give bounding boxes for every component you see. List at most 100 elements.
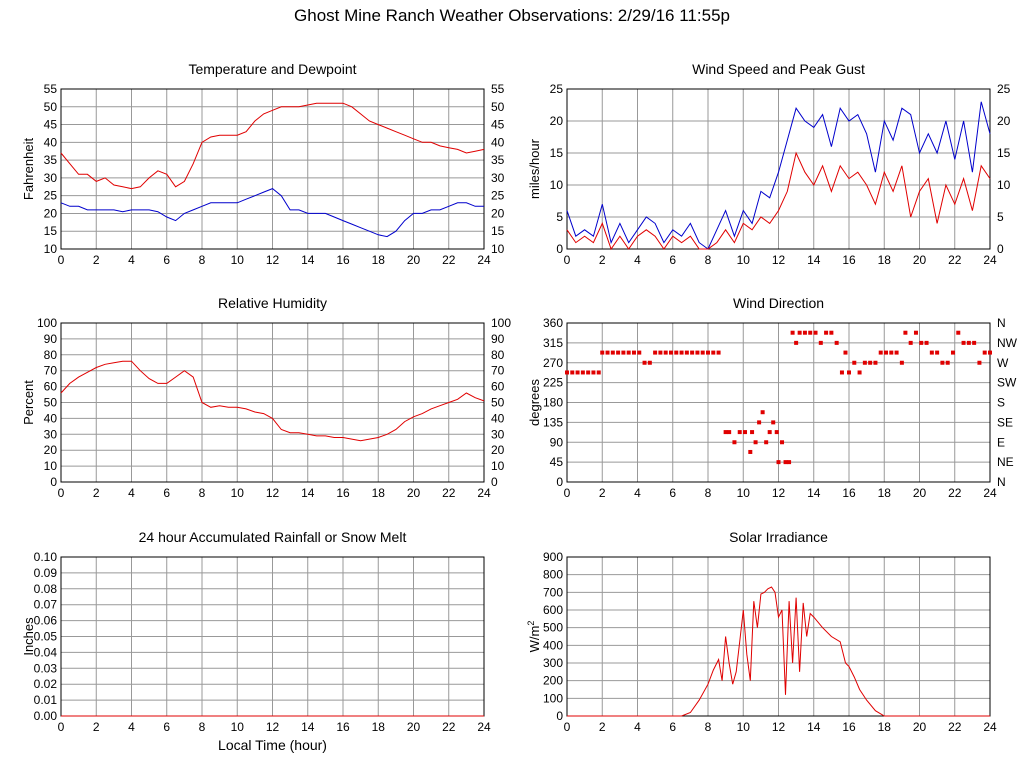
x-tick-label: 2: [93, 720, 100, 734]
x-tick-label: 22: [442, 253, 456, 267]
scatter-point: [621, 350, 626, 355]
scatter-point: [847, 370, 851, 375]
right-tick-label: SW: [997, 376, 1017, 390]
x-tick-label: 0: [58, 253, 65, 267]
scatter-point: [982, 350, 987, 355]
right-tick-label: 55: [491, 82, 505, 96]
x-tick-label: 24: [477, 720, 491, 734]
scatter-point: [737, 430, 742, 435]
scatter-point: [950, 350, 955, 355]
y-tick-label: 25: [550, 82, 564, 96]
y-tick-label: 0.05: [34, 630, 58, 644]
right-tick-label: 0: [997, 242, 1004, 256]
y-tick-label: 30: [44, 427, 58, 441]
y-tick-label: 500: [543, 621, 563, 635]
x-tick-label: 14: [301, 720, 315, 734]
x-tick-label: 14: [301, 253, 315, 267]
x-tick-label: 2: [93, 253, 100, 267]
y-tick-label: 0: [556, 475, 563, 489]
scatter-point: [760, 410, 765, 415]
scatter-point: [723, 430, 728, 435]
y-tick-label: 15: [550, 146, 564, 160]
x-tick-label: 22: [442, 486, 456, 500]
x-tick-label: 20: [407, 486, 421, 500]
plot-frame: [566, 322, 991, 483]
y-axis-label: degrees: [527, 379, 542, 426]
scatter-point: [679, 350, 684, 355]
y-tick-label: 30: [44, 171, 58, 185]
y-tick-label: 100: [543, 691, 563, 705]
chart-title: Wind Direction: [733, 295, 824, 311]
chart-title: 24 hour Accumulated Rainfall or Snow Mel…: [139, 529, 407, 545]
scatter-point: [834, 340, 839, 345]
x-tick-label: 22: [948, 486, 962, 500]
scatter-point: [919, 340, 924, 345]
x-tick-label: 0: [564, 720, 571, 734]
x-tick-label: 12: [772, 720, 786, 734]
x-tick-label: 20: [913, 253, 927, 267]
scatter-point: [961, 340, 966, 345]
y-axis-label: miles/hour: [527, 138, 542, 199]
scatter-point: [753, 440, 758, 445]
scatter-point: [829, 330, 834, 335]
scatter-point: [591, 370, 596, 375]
scatter-point: [764, 440, 769, 445]
scatter-point: [776, 460, 781, 465]
x-tick-label: 0: [564, 486, 571, 500]
right-tick-label: 20: [491, 443, 505, 457]
series-line-0: [60, 360, 485, 442]
x-tick-label: 22: [442, 720, 456, 734]
right-tick-label: NE: [997, 455, 1014, 469]
scatter-point: [935, 350, 940, 355]
scatter-point: [913, 330, 918, 335]
y-tick-label: 60: [44, 380, 58, 394]
scatter-point: [653, 350, 658, 355]
x-tick-label: 8: [199, 486, 206, 500]
scatter-point: [600, 350, 605, 355]
x-tick-label: 4: [634, 720, 641, 734]
right-tick-label: 40: [491, 411, 505, 425]
plot-frame: [60, 322, 485, 483]
scatter-point: [924, 340, 929, 345]
y-tick-label: 40: [44, 135, 58, 149]
y-tick-label: 5: [556, 210, 563, 224]
page-title: Ghost Mine Ranch Weather Observations: 2…: [294, 6, 730, 25]
y-tick-label: 10: [44, 459, 58, 473]
y-tick-label: 0: [50, 475, 57, 489]
y-tick-label: 0.09: [34, 566, 58, 580]
x-tick-label: 6: [163, 253, 170, 267]
x-tick-label: 24: [477, 253, 491, 267]
y-tick-label: 0.08: [34, 582, 58, 596]
scatter-point: [908, 340, 913, 345]
y-tick-label: 360: [543, 316, 563, 330]
right-tick-label: 100: [491, 316, 511, 330]
x-tick-label: 14: [807, 486, 821, 500]
x-tick-label: 8: [199, 253, 206, 267]
right-tick-label: 15: [997, 146, 1011, 160]
y-tick-label: 50: [44, 396, 58, 410]
scatter-point: [873, 360, 878, 365]
chart-title: Temperature and Dewpoint: [188, 61, 356, 77]
scatter-point: [972, 340, 977, 345]
scatter-point: [767, 430, 772, 435]
y-tick-label: 40: [44, 411, 58, 425]
scatter-point: [802, 330, 807, 335]
scatter-point: [668, 350, 673, 355]
y-tick-label: 20: [44, 443, 58, 457]
right-tick-label: 20: [997, 114, 1011, 128]
chart-title: Solar Irradiance: [729, 529, 828, 545]
scatter-point: [839, 370, 844, 375]
scatter-point: [596, 370, 601, 375]
x-tick-label: 12: [266, 486, 280, 500]
x-tick-label: 22: [948, 720, 962, 734]
right-tick-label: E: [997, 435, 1005, 449]
scatter-point: [787, 460, 792, 465]
x-tick-label: 4: [128, 720, 135, 734]
y-tick-label: 70: [44, 364, 58, 378]
y-tick-label: 15: [44, 224, 58, 238]
x-tick-label: 14: [301, 486, 315, 500]
y-tick-label: 20: [44, 206, 58, 220]
